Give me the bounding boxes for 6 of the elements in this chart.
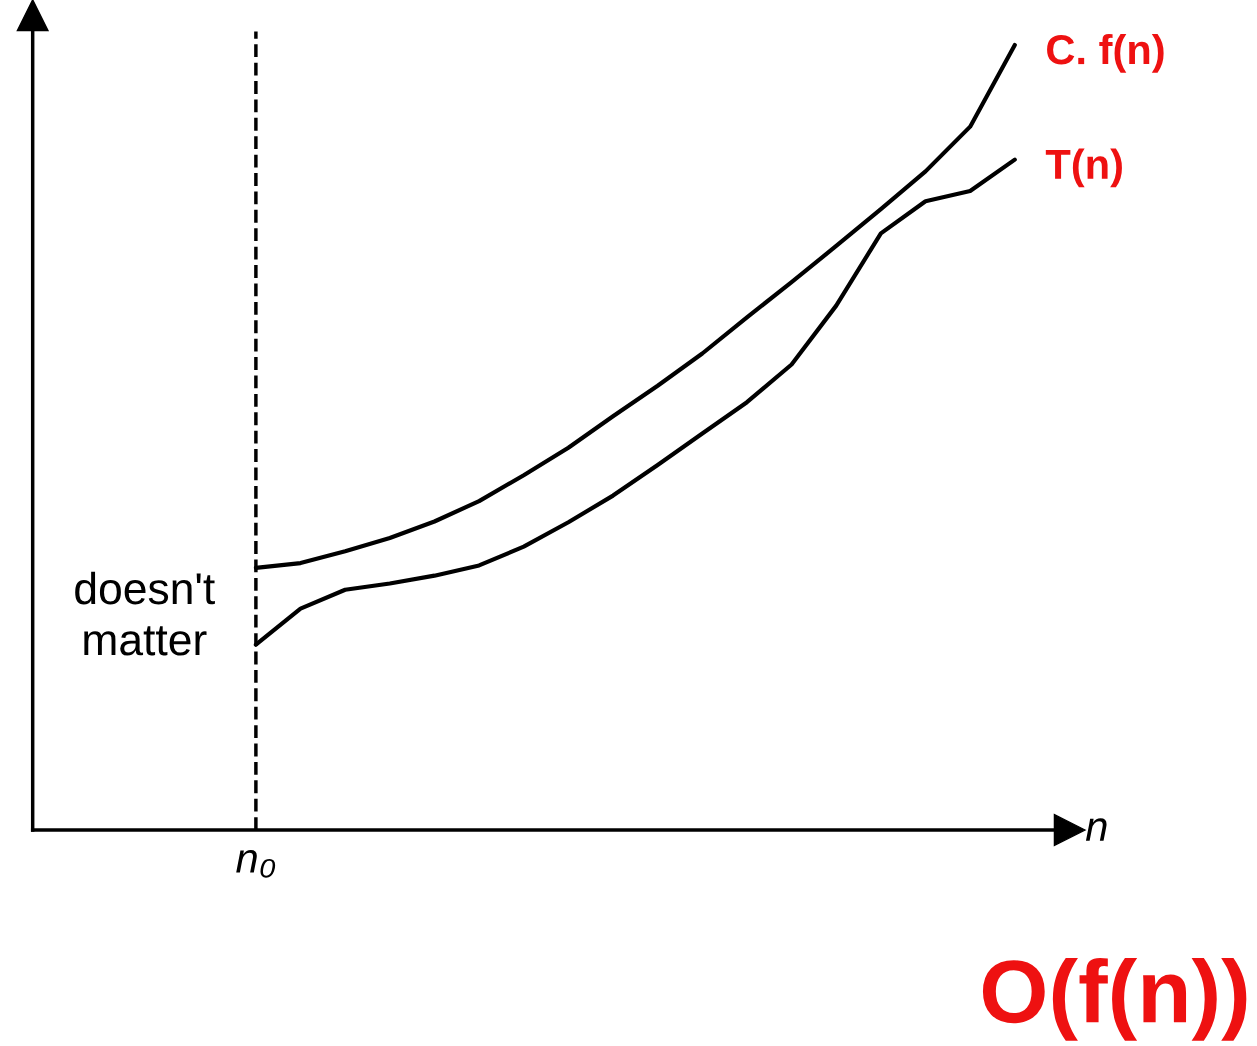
text: n₀	[236, 850, 276, 878]
series-label: T(n)	[1045, 148, 1122, 188]
text: O(f(n))	[982, 957, 1247, 1041]
x-axis-title: n	[1085, 818, 1107, 841]
series-label: C. f(n)	[1047, 33, 1164, 73]
text: doesn't matter	[75, 571, 215, 656]
